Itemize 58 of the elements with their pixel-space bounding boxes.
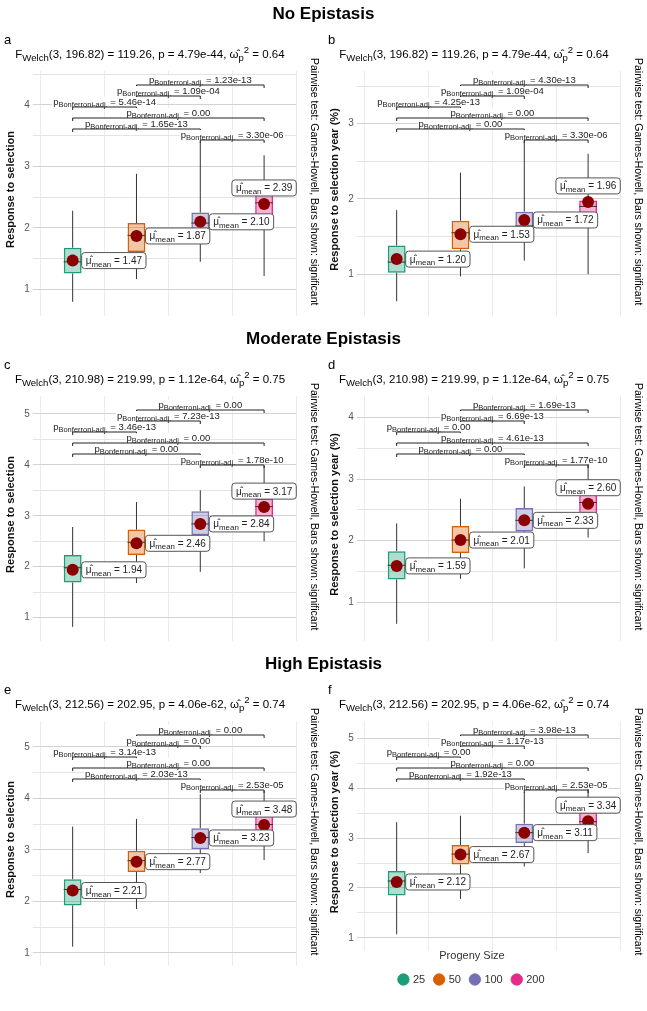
y-tick-label: 3	[24, 843, 31, 855]
text: d	[328, 357, 336, 372]
y-tick-label: 1	[348, 595, 355, 607]
y-axis-title: Response to selection year (%)	[327, 432, 340, 596]
text: a	[4, 32, 12, 47]
chart-subtitle: F$_{Welch}$(3, 210.98) = 219.99, p = 1.12e-64, ω̂$_{p}$$^{2}$ = 0.75	[14, 369, 286, 389]
y2-axis-title: Pairwise test: Games-Howell, Bars shown: significant	[633, 58, 645, 308]
chart-title: No Epistasis	[271, 4, 376, 24]
text: c	[4, 357, 11, 372]
y-tick-label: 1	[24, 611, 31, 623]
y-tick-label: 4	[24, 98, 31, 110]
y-tick-label: 5	[24, 407, 31, 419]
chart-title: Moderate Epistasis	[245, 329, 402, 349]
chart-title: High Epistasis	[263, 654, 384, 674]
y-axis-title: Response to selection	[3, 455, 16, 573]
text: b	[328, 32, 336, 47]
chart-subtitle: F$_{Welch}$(3, 212.56) = 202.95, p = 4.06e-62, ω̂$_{p}$$^{2}$ = 0.74	[14, 694, 286, 714]
y-axis-title: Response to selection	[3, 780, 16, 898]
y-tick-label: 2	[24, 895, 31, 907]
legend-label: 25	[412, 972, 426, 985]
y2-axis-title: Pairwise test: Games-Howell, Bars shown: significant	[309, 383, 321, 633]
y-tick-label: 3	[24, 160, 31, 172]
chart-subtitle: F$_{Welch}$(3, 212.56) = 202.95, p = 4.06e-62, ω̂$_{p}$$^{2}$ = 0.74	[337, 694, 611, 714]
y-tick-label: 2	[24, 560, 31, 572]
y-tick-label: 4	[348, 411, 355, 423]
chart-subtitle: F$_{Welch}$(3, 196.82) = 119.26, p = 4.79e-44, ω̂$_{p}$$^{2}$ = 0.64	[15, 44, 285, 64]
text: e	[4, 682, 12, 697]
y-tick-label: 2	[348, 534, 355, 546]
y2-axis-title: Pairwise test: Games-Howell, Bars shown: significant	[309, 58, 321, 308]
y-tick-label: 5	[348, 732, 355, 744]
y-tick-label: 5	[24, 740, 31, 752]
y2-axis-title: Pairwise test: Games-Howell, Bars shown: significant	[633, 708, 645, 958]
y-tick-label: 2	[348, 881, 355, 893]
y-tick-label: 1	[24, 946, 31, 958]
y-tick-label: 3	[348, 117, 355, 129]
y2-axis-title: Pairwise test: Games-Howell, Bars shown: significant	[309, 708, 321, 958]
y-tick-label: 4	[24, 458, 31, 470]
legend-label: 100	[484, 972, 503, 985]
y-tick-label: 3	[348, 831, 355, 843]
y-tick-label: 1	[348, 267, 355, 279]
y-tick-label: 1	[24, 283, 31, 295]
y-tick-label: 1	[348, 931, 355, 943]
chart-subtitle: F$_{Welch}$(3, 210.98) = 219.99, p = 1.12e-64, ω̂$_{p}$$^{2}$ = 0.75	[338, 369, 610, 389]
legend-label: 200	[526, 972, 545, 985]
y-tick-label: 4	[24, 792, 31, 804]
y-axis-title: Response to selection	[3, 130, 16, 248]
y-axis-title: Response to selection year (%)	[327, 107, 340, 271]
legend-label: 50	[448, 972, 461, 985]
y2-axis-title: Pairwise test: Games-Howell, Bars shown: significant	[633, 383, 645, 633]
y-tick-label: 3	[24, 509, 31, 521]
legend-title: Progeny Size	[439, 949, 505, 962]
chart-subtitle: F$_{Welch}$(3, 196.82) = 119.26, p = 4.79e-44, ω̂$_{p}$$^{2}$ = 0.64	[339, 44, 609, 64]
y-tick-label: 2	[348, 192, 355, 204]
y-tick-label: 3	[348, 472, 355, 484]
y-axis-title: Response to selection year (%)	[327, 750, 340, 914]
text: f	[328, 682, 332, 697]
y-tick-label: 2	[24, 221, 31, 233]
y-tick-label: 4	[348, 782, 355, 794]
